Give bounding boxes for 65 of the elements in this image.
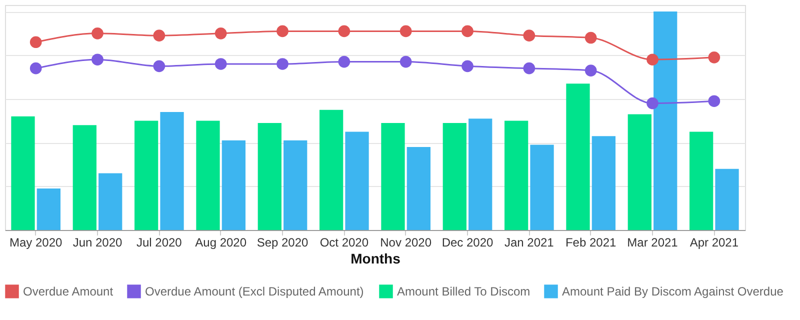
- x-tick-label: Aug 2020: [195, 236, 247, 250]
- bar: [530, 144, 554, 230]
- bar: [36, 188, 60, 230]
- point: [214, 58, 227, 70]
- bar: [134, 120, 158, 230]
- bar: [406, 146, 430, 230]
- x-tick-label: Feb 2021: [565, 236, 617, 250]
- bar: [196, 120, 220, 230]
- x-tick-label: Mar 2021: [627, 236, 678, 250]
- bar: [715, 168, 739, 230]
- point: [584, 32, 597, 44]
- bar: [468, 118, 492, 230]
- point: [708, 52, 720, 64]
- bar: [566, 84, 590, 230]
- point: [462, 25, 474, 38]
- bar: [11, 116, 35, 230]
- point: [214, 27, 227, 40]
- bar: [381, 122, 405, 230]
- bar: [628, 114, 652, 230]
- bar: [160, 112, 184, 230]
- bar: [98, 173, 122, 230]
- point: [646, 97, 658, 110]
- bar: [72, 125, 96, 230]
- bar: [504, 120, 528, 230]
- x-tick-label: May 2020: [9, 236, 63, 250]
- point: [276, 25, 288, 38]
- point: [276, 58, 288, 70]
- x-tick-label: Jun 2020: [72, 236, 123, 250]
- bar: [320, 110, 344, 230]
- legend-label: Amount Billed To Discom: [397, 284, 530, 298]
- bar: [690, 132, 714, 230]
- legend-label: Overdue Amount (Excl Disputed Amount): [145, 284, 364, 298]
- point: [708, 95, 720, 108]
- bar: [592, 136, 616, 230]
- x-tick-label: Apr 2021: [690, 236, 739, 250]
- x-tick-label: Oct 2020: [320, 236, 369, 250]
- point: [523, 30, 536, 42]
- point: [646, 54, 658, 66]
- point: [584, 64, 597, 76]
- x-tick-label: Nov 2020: [380, 236, 432, 250]
- x-tick-label: Jan 2021: [504, 236, 554, 250]
- point: [92, 27, 104, 40]
- x-axis-title: Months: [350, 250, 401, 266]
- x-tick-label: Sep 2020: [256, 236, 309, 250]
- x-tick-label: Dec 2020: [442, 236, 494, 250]
- point: [400, 56, 412, 68]
- point: [400, 25, 412, 38]
- bar: [654, 12, 678, 230]
- point: [153, 30, 166, 42]
- x-tick-label: Jul 2020: [136, 236, 182, 250]
- point: [338, 25, 350, 38]
- point: [338, 56, 350, 68]
- bar: [442, 122, 466, 230]
- legend-label: Overdue Amount: [23, 284, 114, 298]
- point: [462, 60, 474, 72]
- point: [30, 62, 42, 74]
- point: [92, 54, 104, 66]
- bar: [222, 140, 246, 230]
- bar: [345, 132, 369, 230]
- point: [153, 60, 166, 72]
- legend-label: Amount Paid By Discom Against Overdue: [562, 284, 784, 298]
- bar: [284, 140, 308, 230]
- bar: [258, 122, 282, 230]
- point: [30, 36, 42, 48]
- point: [523, 62, 536, 74]
